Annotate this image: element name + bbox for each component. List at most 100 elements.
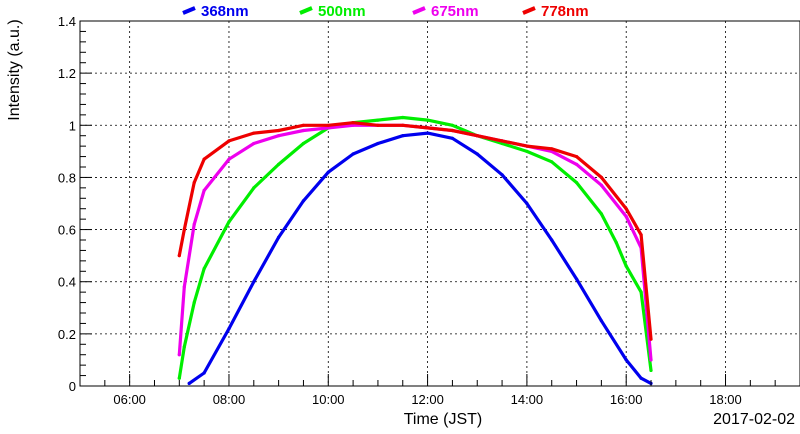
y-tick-label: 0.8 — [58, 170, 76, 185]
x-tick-label: 10:00 — [312, 392, 345, 407]
data-point-778nm — [550, 147, 554, 151]
data-point-675nm — [326, 126, 330, 130]
y-tick-label: 0.6 — [58, 223, 76, 238]
data-point-500nm — [649, 368, 653, 372]
data-point-368nm — [525, 201, 529, 206]
data-point-500nm — [639, 290, 643, 294]
date-label: 2017-02-02 — [713, 411, 795, 428]
data-point-368nm — [252, 280, 256, 284]
data-point-778nm — [401, 123, 405, 127]
x-tick-label: 16:00 — [610, 392, 643, 407]
data-point-368nm — [301, 199, 305, 203]
data-point-500nm — [525, 149, 529, 153]
data-point-500nm — [202, 267, 206, 271]
data-point-500nm — [599, 212, 604, 216]
legend-label-368nm: 368nm — [201, 3, 249, 20]
data-point-368nm — [550, 238, 554, 242]
legend-swatch-500nm — [299, 6, 313, 15]
x-axis-title: Time (JST) — [404, 411, 483, 428]
legend: 368nm 500nm 675nm 778nm — [182, 3, 589, 20]
plot-frame — [79, 20, 800, 387]
data-point-500nm — [401, 115, 405, 120]
data-point-778nm — [475, 134, 479, 138]
data-point-778nm — [252, 131, 256, 135]
legend-swatch-778nm — [522, 6, 536, 15]
data-point-675nm — [624, 214, 628, 219]
data-point-368nm — [599, 319, 604, 323]
data-point-675nm — [277, 134, 281, 138]
data-point-368nm — [624, 358, 628, 362]
data-point-778nm — [649, 337, 653, 341]
data-point-778nm — [351, 121, 355, 125]
y-tick-label: 1.2 — [58, 66, 76, 81]
x-tick-label: 12:00 — [411, 392, 444, 407]
data-point-500nm — [614, 241, 618, 245]
data-point-778nm — [326, 123, 330, 127]
data-point-500nm — [450, 123, 454, 127]
data-point-778nm — [639, 233, 643, 237]
legend-label-675nm: 675nm — [431, 3, 479, 20]
data-point-368nm — [401, 134, 405, 138]
data-point-368nm — [277, 235, 281, 239]
y-tick-label: 0.4 — [58, 275, 76, 290]
data-point-368nm — [376, 141, 380, 146]
data-point-368nm — [187, 381, 191, 385]
data-point-500nm — [550, 160, 554, 164]
data-point-778nm — [450, 128, 454, 133]
data-point-500nm — [376, 118, 380, 122]
data-point-778nm — [500, 139, 504, 143]
data-point-500nm — [192, 301, 196, 305]
data-point-778nm — [575, 155, 579, 159]
data-point-778nm — [624, 207, 628, 211]
data-point-368nm — [475, 152, 479, 156]
data-point-675nm — [177, 353, 181, 357]
data-point-500nm — [182, 345, 186, 349]
data-point-368nm — [351, 152, 355, 156]
data-point-778nm — [376, 123, 380, 127]
data-point-778nm — [277, 128, 281, 133]
data-point-368nm — [500, 173, 504, 177]
data-point-368nm — [450, 136, 454, 140]
data-point-368nm — [426, 131, 430, 135]
data-point-368nm — [202, 371, 206, 375]
data-point-778nm — [301, 123, 305, 127]
axis-ticks: 0 0.2 0.4 0.6 0.8 1 1.2 1.4 06:00 08:00 10:00 12:00… — [58, 14, 800, 407]
data-point-500nm — [277, 162, 281, 166]
data-point-778nm — [177, 254, 181, 258]
y-tick-label: 0 — [69, 379, 76, 394]
data-point-368nm — [639, 376, 643, 380]
data-point-500nm — [227, 220, 231, 224]
data-point-675nm — [301, 128, 305, 133]
data-point-500nm — [575, 181, 579, 185]
data-point-500nm — [252, 186, 256, 190]
data-point-675nm — [351, 123, 355, 127]
data-point-778nm — [599, 175, 604, 179]
data-point-778nm — [182, 228, 186, 232]
data-point-500nm — [624, 264, 628, 268]
data-point-778nm — [192, 181, 196, 185]
data-point-368nm — [575, 277, 579, 281]
data-point-675nm — [227, 157, 231, 161]
data-point-675nm — [649, 358, 653, 362]
x-tick-label: 08:00 — [213, 392, 246, 407]
x-tick-label: 06:00 — [113, 392, 146, 407]
x-tick-label: 14:00 — [511, 392, 544, 407]
series-line-500nm — [177, 115, 653, 380]
data-point-368nm — [326, 170, 330, 174]
data-point-675nm — [202, 188, 206, 193]
data-point-500nm — [426, 118, 430, 122]
data-point-675nm — [252, 141, 256, 146]
data-point-675nm — [575, 162, 579, 166]
y-tick-label: 1.4 — [58, 14, 76, 29]
data-point-778nm — [227, 139, 231, 143]
data-point-675nm — [192, 222, 196, 226]
legend-label-778nm: 778nm — [541, 3, 589, 20]
x-tick-label: 18:00 — [709, 392, 742, 407]
data-point-368nm — [227, 327, 231, 331]
data-point-675nm — [599, 183, 604, 187]
data-point-778nm — [426, 126, 430, 130]
data-point-500nm — [177, 376, 181, 380]
data-point-778nm — [525, 144, 529, 148]
data-point-778nm — [202, 157, 206, 161]
